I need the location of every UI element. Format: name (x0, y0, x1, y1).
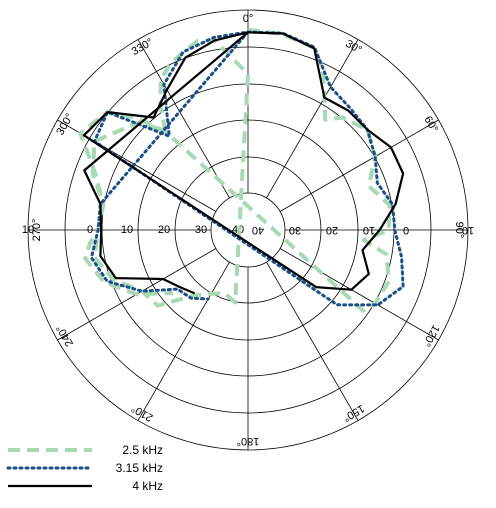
radial-tick-label: 30 (195, 224, 207, 236)
grid-spoke (266, 39, 359, 199)
series-line (82, 31, 405, 295)
grid-spoke (137, 261, 230, 421)
legend-label: 2.5 kHz (122, 443, 163, 457)
angle-tick-label: 300° (54, 112, 76, 138)
radial-tick-label: 0 (87, 224, 93, 236)
grid-spoke (279, 248, 439, 341)
radial-tick-label: 10 (363, 224, 375, 236)
radial-tick-label: 10 (121, 224, 133, 236)
radial-tick-label: 0 (403, 224, 409, 236)
data-series (78, 27, 405, 313)
legend-label: 3.15 kHz (116, 461, 163, 475)
series-line (78, 27, 392, 313)
legend-label: 4 kHz (132, 479, 163, 493)
angle-tick-label: 240° (54, 323, 76, 349)
angle-tick-label: 270° (31, 219, 43, 242)
legend: 2.5 kHz 3.15 kHz 4 kHz (6, 443, 163, 493)
angle-tick-label: 210° (130, 402, 156, 424)
angle-tick-label: 180° (237, 435, 260, 447)
radial-tick-label: 30 (289, 224, 301, 236)
radial-labels: 10 0 10 20 30 40 40 30 20 10 0 10 (22, 224, 474, 236)
radial-tick-label: 10 (22, 224, 34, 236)
radial-tick-label: 20 (326, 224, 338, 236)
angle-tick-label: 0° (243, 13, 254, 25)
grid-spoke (137, 39, 230, 199)
grid-spoke (279, 119, 439, 212)
radial-tick-label: 10 (462, 224, 474, 236)
radial-tick-label: 20 (158, 224, 170, 236)
angle-labels: 0°30°60°90°120°150°180°210°240°270°300°3… (31, 13, 465, 447)
angle-tick-label: 330° (130, 36, 156, 58)
angle-tick-label: 150° (341, 402, 367, 424)
angle-tick-label: 120° (420, 323, 442, 349)
series-line (89, 30, 405, 307)
grid-spoke (266, 261, 359, 421)
angle-tick-label: 90° (453, 222, 465, 239)
radial-tick-label: 40 (252, 224, 264, 236)
